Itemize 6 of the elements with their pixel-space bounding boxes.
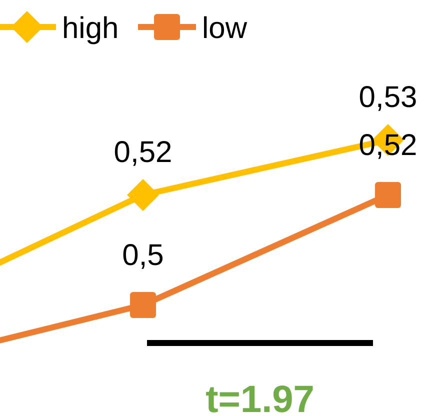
legend-label: low — [202, 12, 248, 45]
text: t=1.97 — [206, 379, 314, 416]
data-label: 0,52 — [114, 136, 172, 169]
data-label: 0,53 — [358, 81, 418, 114]
data-label: 0,5 — [122, 239, 164, 272]
legend-label: high — [62, 12, 119, 45]
